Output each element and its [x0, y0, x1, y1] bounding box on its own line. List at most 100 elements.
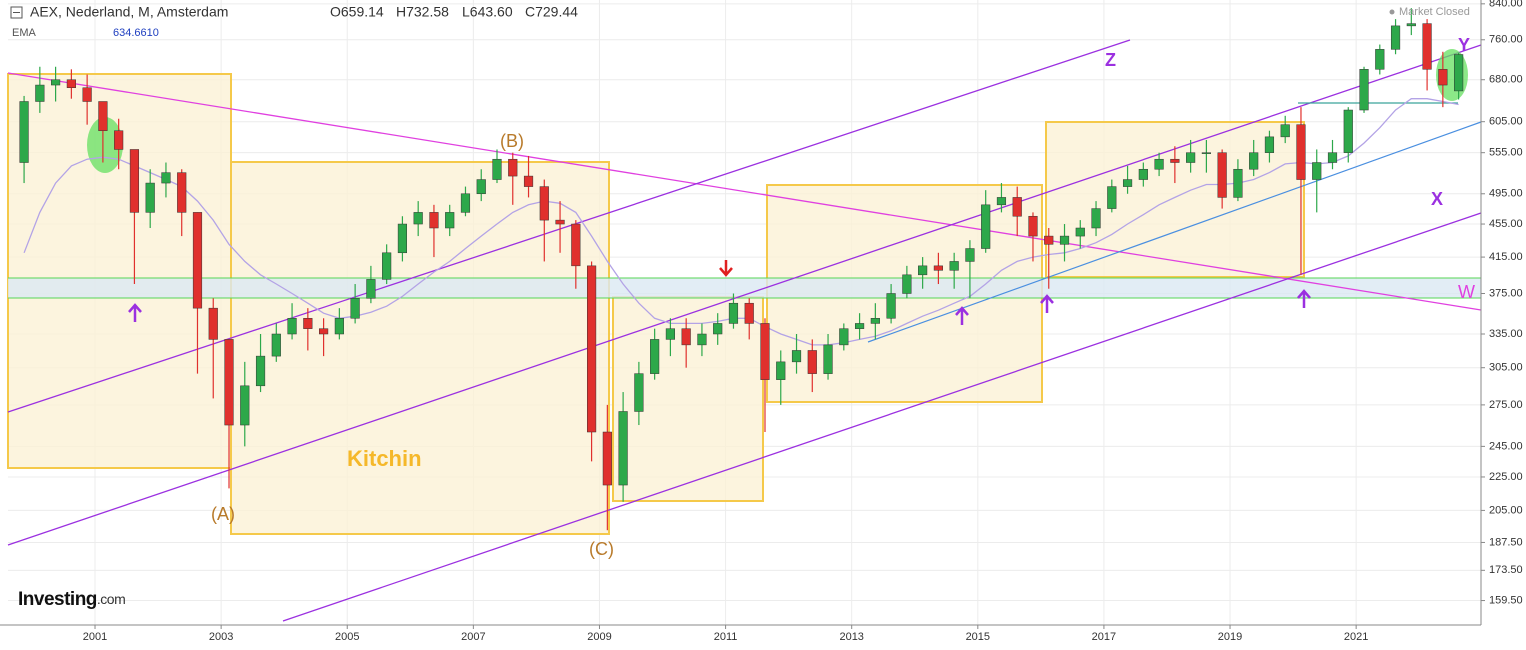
candle-body: [1201, 152, 1211, 154]
y-tick-label: 605.00: [1489, 116, 1523, 128]
status-dot: [1389, 9, 1395, 15]
x-tick-label: 2005: [335, 631, 359, 643]
candle-body: [1280, 124, 1290, 138]
candle-body: [918, 265, 928, 276]
candle-body: [933, 265, 943, 271]
x-tick-label: 2009: [587, 631, 611, 643]
candle-body: [839, 328, 849, 346]
candle-body: [902, 274, 912, 294]
wave-label: X: [1431, 189, 1443, 209]
y-tick-label: 455.00: [1489, 218, 1523, 230]
candle-body: [287, 318, 297, 335]
candle-body: [1296, 124, 1306, 180]
candle-body: [1138, 168, 1148, 180]
up-arrow: [1297, 289, 1311, 308]
candle-body: [397, 223, 408, 254]
candle-body: [949, 261, 959, 271]
wave-label: (A): [211, 504, 235, 524]
wave-label: W: [1458, 282, 1475, 302]
y-tick-label: 205.00: [1489, 504, 1523, 516]
candle-body: [1390, 25, 1401, 50]
candle-body: [1186, 152, 1196, 163]
watermark-suffix: .com: [97, 591, 125, 607]
watermark-brand: Investing: [18, 589, 97, 610]
candle-body: [1249, 152, 1259, 170]
candle-body: [413, 212, 423, 225]
candle-body: [1233, 168, 1243, 198]
x-tick-label: 2001: [83, 631, 107, 643]
candle-body: [634, 373, 644, 412]
wave-label: (B): [500, 131, 524, 151]
x-tick-label: 2013: [839, 631, 863, 643]
candle-body: [366, 279, 376, 299]
market-status: Market Closed: [1399, 6, 1470, 18]
candle-body: [539, 186, 549, 221]
cycle-label: Kitchin: [347, 446, 422, 471]
candle-body: [98, 101, 108, 131]
indicator-name: EMA: [12, 27, 37, 39]
candle-body: [66, 79, 76, 88]
candle-body: [823, 344, 833, 374]
candle-body: [145, 182, 155, 213]
y-tick-label: 555.00: [1489, 147, 1523, 159]
candle-body: [1091, 208, 1101, 229]
candle-body: [224, 339, 234, 426]
candle-body: [1075, 227, 1085, 237]
wave-label: Y: [1458, 35, 1470, 55]
candle-body: [1059, 235, 1070, 245]
x-tick-label: 2019: [1218, 631, 1242, 643]
wave-label: (C): [589, 539, 614, 559]
y-tick-label: 305.00: [1489, 362, 1523, 374]
candle-body: [82, 87, 92, 102]
candle-body: [255, 355, 266, 387]
candle-body: [571, 223, 581, 267]
candle-body: [319, 328, 329, 335]
candle-body: [1327, 152, 1338, 163]
candle-body: [1170, 158, 1180, 163]
candle-body: [713, 323, 723, 335]
candle-body: [1312, 162, 1322, 180]
candle-body: [445, 212, 455, 229]
candle-body: [854, 323, 865, 329]
candle-body: [697, 333, 707, 346]
trend-line: [867, 121, 1482, 343]
candle-body: [1406, 23, 1416, 27]
ohlc-label: H732.58: [396, 4, 449, 20]
candle-body: [508, 158, 518, 177]
support-band: [8, 278, 1481, 298]
candle-body: [870, 318, 880, 324]
chart-title: AEX, Nederland, M, Amsterdam: [30, 4, 228, 20]
candle-body: [429, 212, 439, 229]
y-tick-label: 275.00: [1489, 399, 1523, 411]
candle-body: [728, 302, 739, 324]
y-tick-label: 415.00: [1489, 251, 1523, 263]
candle-body: [350, 298, 360, 319]
up-arrow: [1040, 294, 1054, 313]
x-tick-label: 2021: [1344, 631, 1368, 643]
watermark: Investing.com: [18, 589, 125, 610]
channel-line: [7, 44, 1482, 546]
y-tick-label: 173.50: [1489, 564, 1523, 576]
x-tick-label: 2015: [966, 631, 990, 643]
candle-body: [1217, 152, 1227, 198]
candle-body: [587, 265, 597, 433]
candle-body: [1375, 49, 1385, 70]
candle-body: [996, 197, 1007, 206]
candle-body: [460, 193, 471, 213]
y-tick-label: 187.50: [1489, 536, 1523, 548]
candle-body: [602, 431, 612, 486]
candle-body: [35, 84, 45, 102]
candle-body: [19, 101, 29, 163]
y-tick-label: 375.00: [1489, 287, 1523, 299]
y-tick-label: 245.00: [1489, 440, 1523, 452]
candle-body: [1359, 69, 1369, 111]
arrows: [128, 289, 1311, 325]
candle-body: [271, 333, 281, 357]
candle-body: [1343, 109, 1353, 153]
x-tick-label: 2003: [209, 631, 233, 643]
candle-body: [1422, 23, 1432, 70]
candle-body: [114, 130, 124, 150]
y-tick-label: 335.00: [1489, 328, 1523, 340]
collapse-icon[interactable]: [10, 6, 23, 19]
